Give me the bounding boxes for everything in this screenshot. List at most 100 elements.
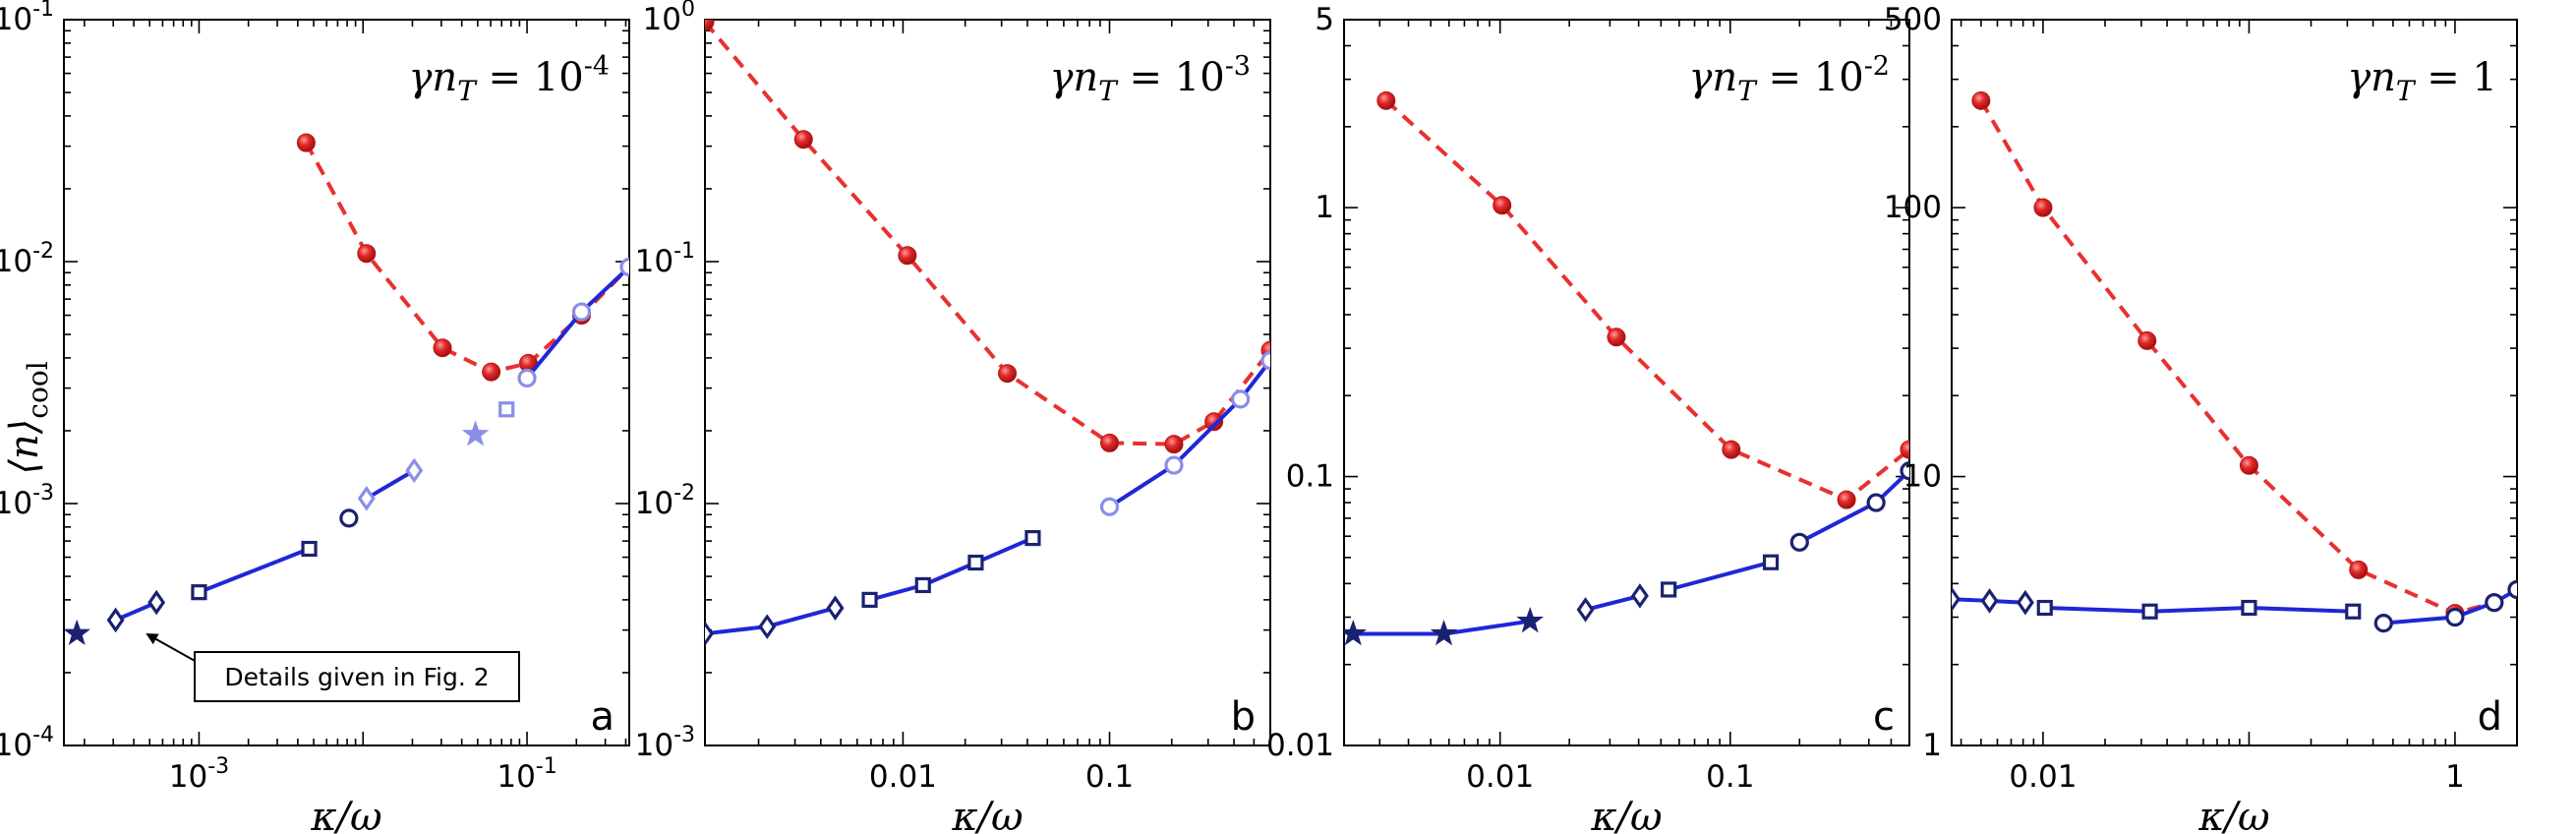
tick-base: 10 bbox=[0, 244, 32, 279]
y-tick-label: 100 bbox=[643, 0, 695, 37]
tick-base: 10 bbox=[643, 2, 681, 37]
tick-exponent: -2 bbox=[32, 239, 54, 264]
red-data-point bbox=[2239, 455, 2258, 475]
blue-series-line bbox=[868, 536, 1034, 602]
data-point-circle bbox=[2507, 579, 2517, 600]
title-subscript: T bbox=[2396, 75, 2417, 107]
annotation-box bbox=[194, 651, 520, 702]
blue-segment-star bbox=[1344, 607, 1545, 646]
y-tick-label: 10 bbox=[1903, 459, 1942, 495]
data-point-star bbox=[461, 420, 490, 447]
data-point-circle bbox=[1231, 389, 1251, 409]
plot-area bbox=[705, 20, 1270, 647]
plot-area bbox=[1952, 90, 2517, 633]
red-series-line bbox=[304, 142, 629, 375]
y-tick-label: 1 bbox=[1315, 190, 1334, 225]
y-tick-label: 100 bbox=[1884, 190, 1942, 225]
y-tick-label: 0.01 bbox=[1266, 728, 1334, 763]
x-axis-label: κ/ω bbox=[1590, 795, 1662, 834]
minor-ticks bbox=[705, 19, 1271, 746]
axis-frame bbox=[1951, 19, 2518, 746]
blue-segment-circle bbox=[2373, 579, 2517, 633]
x-tick-label: 0.01 bbox=[869, 759, 937, 795]
tick-base: 10 bbox=[635, 244, 673, 279]
data-point-diamond bbox=[405, 457, 424, 484]
panel-letter: b bbox=[1231, 694, 1256, 740]
data-point-square bbox=[914, 576, 931, 594]
red-data-point bbox=[1376, 90, 1396, 110]
y-axis-label: ⟨n⟩cool bbox=[2, 361, 54, 474]
tick-exponent: -3 bbox=[673, 723, 695, 747]
title-subscript: T bbox=[457, 75, 478, 107]
annotation-text: Details given in Fig. 2 bbox=[224, 663, 489, 691]
axis-frame bbox=[704, 19, 1271, 746]
red-data-point bbox=[998, 364, 1018, 384]
x-tick-label: 0.1 bbox=[1706, 759, 1754, 795]
red-data-point bbox=[2349, 560, 2369, 579]
red-data-point bbox=[1607, 328, 1626, 347]
tick-base: 10 bbox=[497, 759, 535, 795]
red-data-point bbox=[1900, 440, 1909, 459]
y-tick-label: 10-4 bbox=[0, 723, 54, 763]
data-point-square bbox=[301, 540, 318, 558]
red-data-point bbox=[898, 246, 917, 266]
data-point-square bbox=[191, 584, 207, 601]
data-point-diamond bbox=[1952, 586, 1961, 613]
title-base: γn bbox=[1049, 55, 1098, 100]
blue-series-line bbox=[1108, 359, 1270, 508]
x-tick-label: 10-3 bbox=[169, 754, 229, 795]
y-tick-label: 5 bbox=[1315, 2, 1334, 37]
annotation-arrow bbox=[146, 633, 198, 663]
minor-ticks bbox=[1952, 19, 2518, 746]
y-tick-label: 10-3 bbox=[0, 481, 54, 521]
annotation: Details given in Fig. 2 bbox=[146, 633, 520, 702]
panel-letter: d bbox=[2478, 694, 2502, 740]
title-equals: = 10 bbox=[476, 55, 584, 100]
tick-exponent: -3 bbox=[207, 754, 229, 779]
blue-series-line bbox=[1798, 469, 1909, 545]
red-data-point bbox=[793, 130, 813, 149]
tick-base: 10 bbox=[169, 759, 207, 795]
tick-base: 10 bbox=[0, 486, 32, 521]
x-tick-label: 1 bbox=[2445, 759, 2465, 795]
red-data-point bbox=[1971, 90, 1991, 110]
red-data-point bbox=[433, 338, 452, 358]
x-axis-label: κ/ω bbox=[951, 795, 1023, 834]
tick-base: 10 bbox=[635, 728, 673, 763]
title-exponent: -4 bbox=[584, 51, 610, 82]
blue-segment-diamond bbox=[1952, 586, 2034, 616]
data-point-circle bbox=[1900, 461, 1909, 481]
data-point-circle bbox=[517, 368, 537, 388]
x-axis-label: κ/ω bbox=[2197, 795, 2269, 834]
title-subscript: T bbox=[1098, 75, 1119, 107]
blue-segment-diamond bbox=[106, 589, 166, 633]
title-equals: = 10 bbox=[1756, 55, 1864, 100]
tick-exponent: 0 bbox=[681, 0, 695, 22]
tick-exponent: -1 bbox=[32, 0, 54, 22]
blue-segment-star bbox=[461, 420, 490, 447]
data-point-star bbox=[1516, 607, 1545, 633]
tick-exponent: -3 bbox=[32, 481, 54, 506]
data-point-square bbox=[2141, 603, 2158, 620]
red-data-point bbox=[1493, 196, 1512, 215]
data-point-diamond bbox=[705, 621, 714, 647]
blue-segment-square bbox=[498, 401, 515, 418]
blue-segment-star bbox=[64, 619, 91, 646]
tick-exponent: -4 bbox=[32, 723, 54, 747]
blue-segment-square bbox=[1661, 554, 1780, 598]
data-point-star bbox=[1344, 619, 1368, 646]
red-data-point bbox=[1837, 490, 1856, 509]
data-point-diamond bbox=[2016, 589, 2034, 616]
red-data-point bbox=[482, 362, 501, 382]
data-point-square bbox=[1661, 581, 1677, 598]
data-point-star bbox=[1430, 619, 1458, 646]
red-series-line bbox=[1979, 99, 2517, 616]
data-point-circle bbox=[619, 257, 629, 277]
data-point-square bbox=[1025, 529, 1041, 547]
data-point-diamond bbox=[1576, 597, 1595, 623]
title-exponent: -3 bbox=[1225, 51, 1251, 82]
blue-segment-diamond bbox=[705, 595, 845, 647]
